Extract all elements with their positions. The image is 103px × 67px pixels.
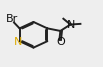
Text: O: O bbox=[57, 37, 66, 46]
Text: N: N bbox=[67, 20, 75, 30]
Text: N: N bbox=[14, 37, 22, 47]
Text: Br: Br bbox=[6, 14, 18, 24]
